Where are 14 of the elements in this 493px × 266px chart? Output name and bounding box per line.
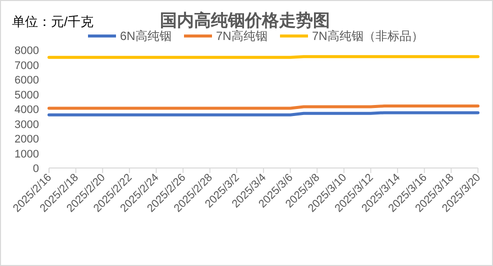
y-tick-label: 1000 bbox=[14, 148, 39, 160]
legend-label: 7N高纯铟（非标品） bbox=[312, 29, 424, 43]
y-tick-label: 7000 bbox=[14, 60, 39, 72]
y-tick-label: 6000 bbox=[14, 74, 39, 86]
y-tick-label: 4000 bbox=[14, 104, 39, 116]
legend-label: 7N高纯铟 bbox=[216, 29, 268, 43]
y-tick-label: 0 bbox=[32, 163, 39, 175]
legend-label: 6N高纯铟 bbox=[120, 29, 172, 43]
y-tick-label: 5000 bbox=[14, 89, 39, 102]
y-axis-title: 单位：元/千克 bbox=[12, 14, 94, 29]
y-tick-label: 8000 bbox=[14, 45, 39, 57]
y-tick-label: 2000 bbox=[14, 134, 39, 146]
y-tick-label: 3000 bbox=[14, 118, 39, 131]
chart-title: 国内高纯铟价格走势图 bbox=[160, 11, 330, 31]
